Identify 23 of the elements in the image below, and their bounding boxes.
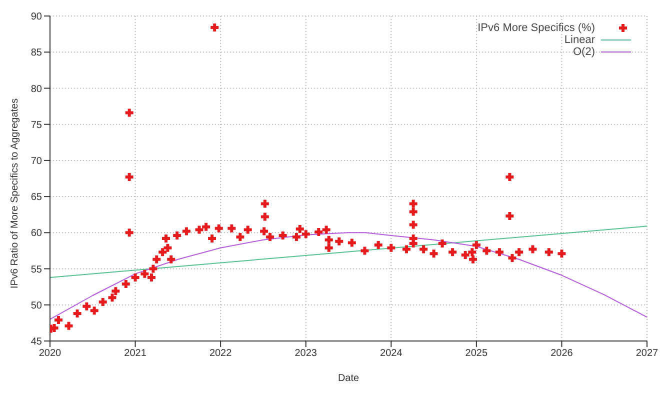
x-tick-label: 2020 — [38, 348, 62, 360]
x-tick-label: 2027 — [636, 348, 659, 360]
y-tick-label: 45 — [30, 336, 42, 348]
x-axis-title: Date — [338, 373, 360, 384]
legend-label: IPv6 More Specifics (%) — [478, 22, 595, 34]
y-tick-label: 50 — [30, 300, 42, 312]
y-tick-label: 65 — [30, 192, 42, 204]
y-tick-label: 60 — [30, 228, 42, 240]
y-tick-label: 55 — [30, 264, 42, 276]
y-axis-title: IPv6 Ratio of More Specifics to Aggregates — [10, 98, 21, 288]
x-tick-label: 2023 — [294, 348, 318, 360]
y-tick-label: 70 — [30, 156, 42, 167]
legend-label: O(2) — [573, 46, 595, 58]
y-tick-label: 80 — [30, 84, 42, 95]
y-tick-label: 85 — [30, 48, 42, 59]
x-tick-label: 2026 — [550, 348, 574, 360]
x-tick-label: 2022 — [209, 348, 232, 360]
legend-label: Linear — [564, 34, 595, 46]
x-tick-label: 2025 — [465, 348, 488, 360]
y-tick-label: 90 — [30, 12, 42, 23]
x-tick-label: 2024 — [380, 348, 403, 360]
x-tick-label: 2021 — [124, 348, 147, 360]
y-tick-label: 75 — [30, 120, 42, 131]
